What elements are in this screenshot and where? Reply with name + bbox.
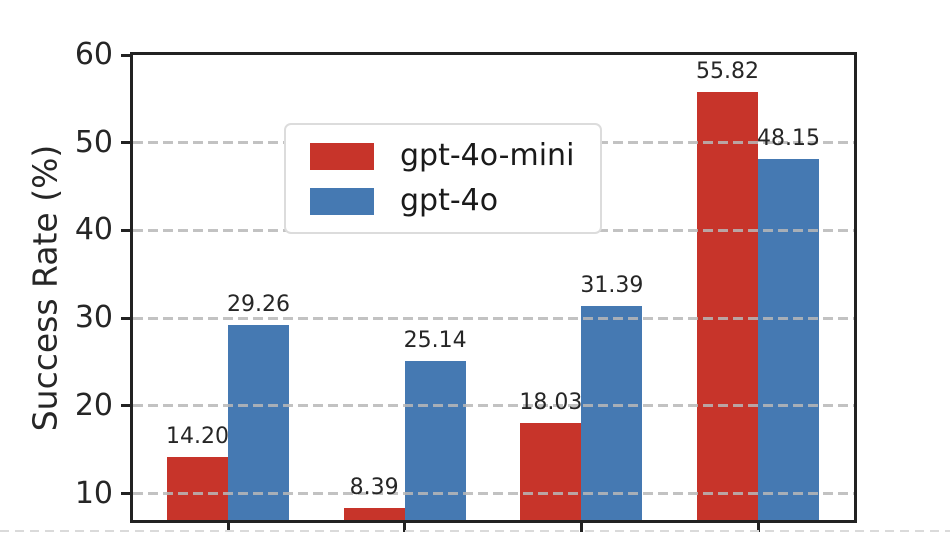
y-tick-label-50: 50	[74, 124, 113, 160]
bar-value-label-gpt-4o-mini-group-2: 8.39	[349, 474, 399, 500]
y-tick-60	[121, 53, 130, 57]
y-tick-label-60: 60	[74, 37, 113, 72]
gridline-y-30	[133, 316, 854, 320]
bar-gpt-4o-group-1	[228, 324, 289, 520]
legend-entry-gpt-4o-mini: gpt-4o-mini	[310, 137, 574, 175]
y-tick-50	[121, 141, 130, 145]
bar-gpt-4o-mini-group-2	[343, 507, 405, 520]
bar-gpt-4o-group-3	[581, 306, 643, 520]
y-tick-label-10: 10	[74, 475, 113, 511]
bar-value-label-gpt-4o-group-3: 31.39	[580, 273, 644, 298]
x-tick-group-1	[226, 523, 230, 532]
legend-label: gpt-4o-mini	[400, 138, 575, 173]
bar-value-label-gpt-4o-group-2: 25.14	[403, 327, 467, 353]
legend: gpt-4o-mini gpt-4o	[284, 123, 603, 234]
y-axis-label: Success Rate (%)	[25, 144, 65, 432]
gridline-y-10	[133, 492, 854, 496]
plot-frame	[130, 52, 857, 523]
bar-gpt-4o-mini-group-4	[697, 91, 758, 520]
y-tick-label-20: 20	[74, 387, 113, 423]
x-tick-group-2	[403, 523, 407, 532]
bar-value-label-gpt-4o-group-4: 48.15	[757, 125, 820, 151]
bar-gpt-4o-group-4	[758, 158, 819, 520]
y-tick-20	[121, 404, 130, 408]
legend-label: gpt-4o	[400, 183, 499, 218]
legend-entry-gpt-4o: gpt-4o	[310, 182, 574, 220]
x-tick-group-4	[756, 523, 760, 532]
bar-gpt-4o-mini-group-3	[520, 423, 582, 520]
y-tick-10	[121, 492, 130, 496]
y-tick-40	[121, 228, 130, 232]
bar-value-label-gpt-4o-mini-group-4: 55.82	[696, 58, 759, 84]
cropped-bottom-edge-line	[0, 530, 950, 532]
y-tick-label-40: 40	[74, 212, 113, 248]
bar-value-label-gpt-4o-mini-group-3: 18.03	[519, 390, 583, 416]
legend-swatch-red	[310, 142, 374, 170]
y-tick-30	[121, 316, 130, 320]
x-tick-group-3	[579, 523, 583, 532]
bar-value-label-gpt-4o-mini-group-1: 14.20	[166, 423, 229, 449]
y-tick-label-30: 30	[74, 300, 113, 336]
bar-value-label-gpt-4o-group-1: 29.26	[227, 291, 290, 317]
gridline-y-20	[133, 404, 854, 408]
bar-gpt-4o-mini-group-1	[167, 456, 228, 520]
plot-area: gpt-4o-mini gpt-4o 10 20 30 40 50 60 14.20 8.39…	[75, 38, 854, 532]
legend-swatch-blue	[310, 187, 374, 215]
